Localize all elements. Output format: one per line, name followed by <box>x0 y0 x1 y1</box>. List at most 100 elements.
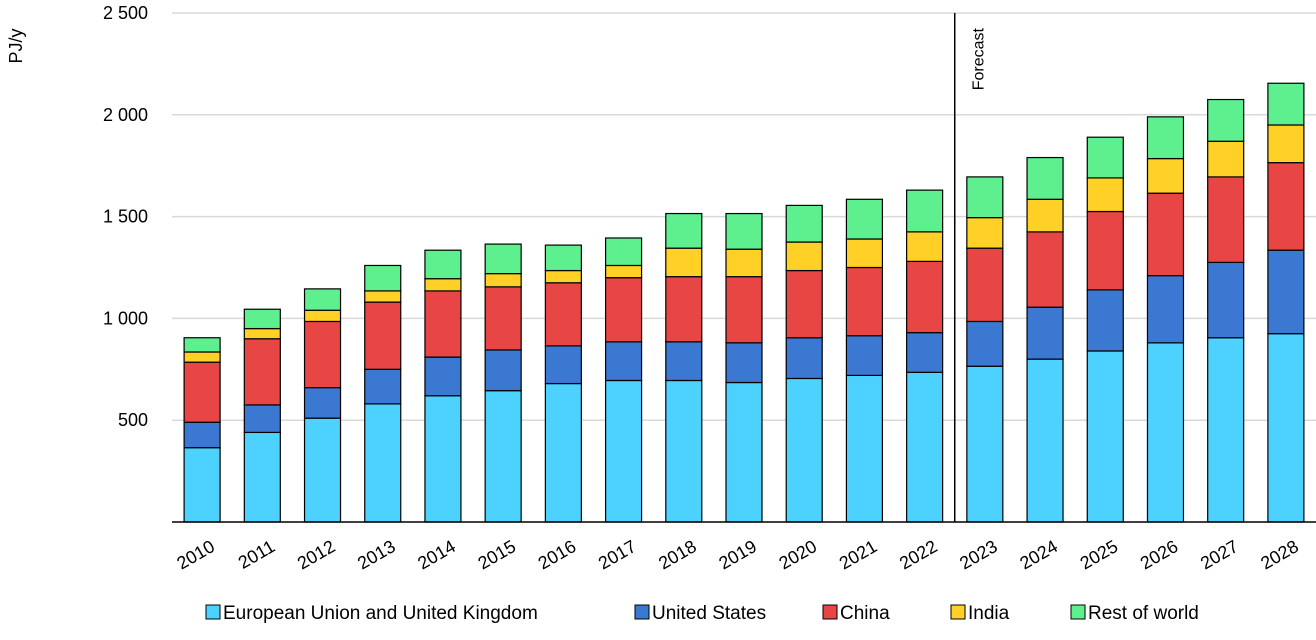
y-tick-label: 1 500 <box>103 207 148 227</box>
bar-segment <box>604 264 643 279</box>
bar-segment <box>966 247 1004 323</box>
bar-segment <box>906 332 944 373</box>
bar-segment <box>303 288 342 311</box>
bar-segment <box>725 276 763 344</box>
bar-segment <box>484 349 522 392</box>
x-tick-label: 2015 <box>474 536 519 573</box>
legend-swatch <box>634 604 650 620</box>
bar-segment <box>725 342 763 384</box>
bar-segment <box>243 308 281 330</box>
bar-segment <box>183 361 221 423</box>
y-tick-label: 500 <box>118 410 148 430</box>
bar-segment <box>1267 82 1305 126</box>
bar-segment <box>243 404 281 434</box>
legend-swatch <box>205 604 221 620</box>
y-axis-ticks: 500 1 000 1 500 2 000 2 500 <box>103 3 148 430</box>
legend-label: European Union and United Kingdom <box>223 603 538 624</box>
legend-swatch <box>950 604 966 620</box>
bar-segment <box>1267 333 1305 523</box>
bar-segment <box>966 217 1004 249</box>
x-tick-label: 2014 <box>414 536 459 573</box>
bar-segment <box>303 309 342 323</box>
x-tick-label: 2012 <box>294 536 339 573</box>
bar-segment <box>665 341 703 382</box>
bar-segment <box>785 377 823 523</box>
bar-segment <box>845 335 884 377</box>
bar-segment <box>1207 98 1245 142</box>
x-tick-label: 2016 <box>535 536 580 573</box>
bar-segment <box>364 301 402 370</box>
x-tick-label: 2021 <box>836 536 881 573</box>
bar-segment <box>604 379 643 523</box>
bar-segment <box>1086 289 1124 352</box>
bar-segment <box>665 212 703 249</box>
x-axis-ticks: 2010 2011 2012 2013 2014 2015 2016 2017 2018 2019… <box>173 536 1301 573</box>
bar-segment <box>966 365 1004 523</box>
x-tick-label: 2013 <box>354 536 399 573</box>
bar-segment <box>424 395 462 523</box>
bar-segment <box>604 277 643 343</box>
bar-segment <box>785 337 823 380</box>
bar-segment <box>665 276 703 343</box>
bar-segment <box>604 341 643 382</box>
bar-segment <box>1026 198 1064 233</box>
bar-segment <box>424 278 462 292</box>
bar-segment <box>1086 177 1124 213</box>
bar-segment <box>484 390 522 523</box>
bar-segment <box>845 374 884 523</box>
bar-segment <box>243 338 281 406</box>
y-tick-label: 2 500 <box>103 3 148 23</box>
legend-swatch <box>822 604 838 620</box>
bar-segment <box>484 243 522 275</box>
bar-segment <box>665 247 703 278</box>
bar-segment <box>484 286 522 351</box>
bar-segment <box>544 244 582 272</box>
legend-swatch <box>1070 604 1086 620</box>
bar-segment <box>183 351 221 363</box>
bar-segment <box>424 356 462 397</box>
bar-segment <box>906 189 944 233</box>
x-tick-label: 2022 <box>896 536 941 573</box>
x-tick-label: 2025 <box>1077 536 1122 573</box>
bar-segment <box>845 238 884 269</box>
bar-segment <box>243 327 281 340</box>
bar-segment <box>364 403 402 523</box>
bar-segment <box>1026 231 1064 308</box>
bar-segment <box>845 198 884 240</box>
y-tick-label: 1 000 <box>103 308 148 328</box>
y-tick-label: 2 000 <box>103 105 148 125</box>
legend-label: Rest of world <box>1088 603 1199 624</box>
bar-segment <box>845 266 884 337</box>
bar-segment <box>303 417 342 523</box>
x-tick-label: 2020 <box>776 536 821 573</box>
bar-segment <box>544 282 582 347</box>
bar-segment <box>364 290 402 303</box>
bar-segment <box>1026 156 1064 200</box>
bar-segment <box>1086 210 1124 291</box>
legend: European Union and United Kingdom United … <box>205 603 1199 624</box>
bar-segment <box>243 431 281 523</box>
bar-segment <box>1267 124 1305 164</box>
x-tick-label: 2010 <box>173 536 218 573</box>
bar-segment <box>544 382 582 523</box>
bar-segment <box>785 269 823 339</box>
bar-segment <box>424 249 462 280</box>
x-tick-label: 2026 <box>1137 536 1182 573</box>
legend-label: India <box>968 603 1010 624</box>
bar-segment <box>785 204 823 243</box>
bar-segment <box>785 241 823 272</box>
bar-segment <box>1146 192 1185 277</box>
bar-segment <box>424 290 462 358</box>
x-tick-label: 2024 <box>1016 536 1061 573</box>
bar-segment <box>604 237 643 267</box>
forecast-label: Forecast <box>971 27 988 90</box>
bar-segment <box>1267 162 1305 251</box>
bar-segment <box>1207 261 1245 339</box>
legend-label: China <box>840 603 890 624</box>
bar-segment <box>183 337 221 353</box>
bar-segment <box>1026 358 1064 523</box>
bar-segment <box>1207 140 1245 178</box>
x-tick-label: 2018 <box>655 536 700 573</box>
bar-segment <box>1267 249 1305 335</box>
